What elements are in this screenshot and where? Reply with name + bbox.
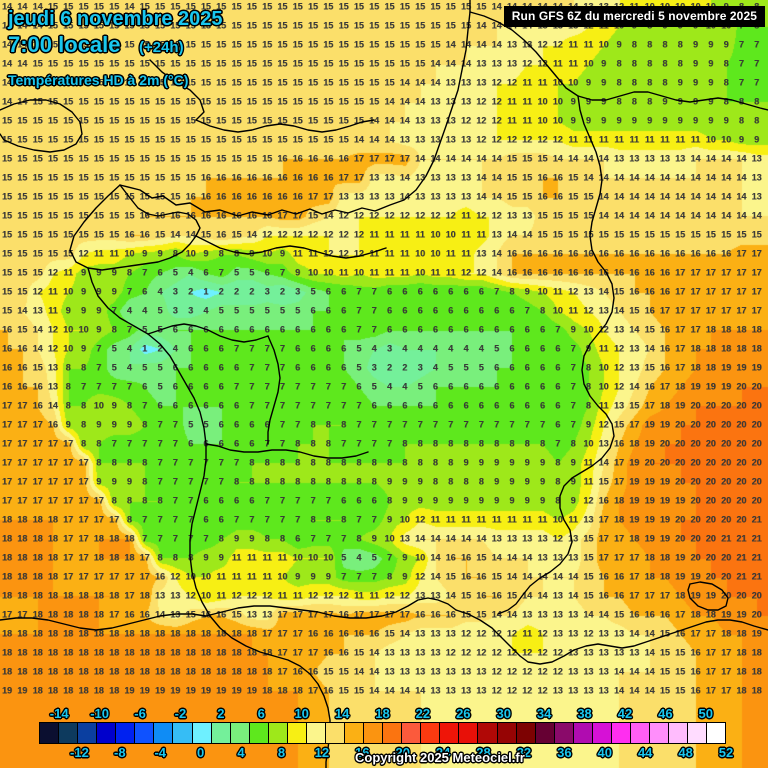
legend-tick-bottom: 24 [435, 745, 451, 760]
legend-tick-top: 46 [658, 706, 673, 721]
legend-tick-bottom: 40 [597, 745, 612, 760]
legend-tick-bottom: 48 [678, 745, 693, 760]
legend-swatch[interactable] [516, 723, 536, 743]
legend-tick-bottom: 52 [718, 745, 734, 760]
legend-tick-top: 22 [415, 706, 431, 721]
legend-tick-top: 50 [698, 706, 714, 721]
legend-swatch[interactable] [459, 723, 479, 743]
copyright-notice: Copyright 2025 Meteociel.fr [355, 750, 525, 765]
legend-swatch[interactable] [306, 723, 326, 743]
legend-swatch[interactable] [59, 723, 79, 743]
legend-tick-top: 18 [375, 706, 390, 721]
legend-tick-top: 2 [217, 706, 225, 721]
legend-swatch[interactable] [535, 723, 555, 743]
page-title-time: 7:00 locale [8, 32, 121, 57]
legend-tick-top: 14 [334, 706, 350, 721]
color-scale-legend[interactable] [39, 722, 726, 744]
legend-swatch[interactable] [192, 723, 212, 743]
legend-swatch[interactable] [364, 723, 384, 743]
legend-swatch[interactable] [630, 723, 650, 743]
legend-tick-top: 38 [577, 706, 592, 721]
parameter-label: Températures HD à 2m (°C) [8, 72, 189, 88]
legend-swatch[interactable] [402, 723, 422, 743]
legend-tick-bottom: -4 [154, 745, 167, 760]
legend-tick-top: 34 [536, 706, 552, 721]
legend-swatch[interactable] [688, 723, 708, 743]
legend-swatch[interactable] [440, 723, 460, 743]
legend-tick-bottom: 20 [395, 745, 410, 760]
legend-swatch[interactable] [650, 723, 670, 743]
legend-tick-top: 26 [456, 706, 471, 721]
legend-swatch[interactable] [268, 723, 288, 743]
legend-tick-bottom: 32 [516, 745, 532, 760]
legend-swatch[interactable] [40, 723, 60, 743]
legend-tick-bottom: 44 [637, 745, 653, 760]
legend-swatch[interactable] [497, 723, 517, 743]
legend-swatch[interactable] [592, 723, 612, 743]
model-run-banner: Run GFS 6Z du mercredi 5 novembre 2025 [503, 6, 765, 27]
legend-tick-top: 10 [294, 706, 309, 721]
legend-swatch[interactable] [325, 723, 345, 743]
legend-tick-top: 30 [496, 706, 511, 721]
legend-tick-top: -14 [49, 706, 69, 721]
legend-tick-top: 42 [617, 706, 633, 721]
legend-tick-bottom: 4 [237, 745, 245, 760]
title-time-row: 7:00 locale (+24h) [8, 32, 184, 58]
legend-tick-top: -6 [134, 706, 146, 721]
legend-swatch[interactable] [287, 723, 307, 743]
legend-tick-bottom: 36 [557, 745, 572, 760]
legend-swatch[interactable] [173, 723, 193, 743]
legend-swatch[interactable] [707, 723, 726, 743]
legend-swatch[interactable] [573, 723, 593, 743]
legend-tick-bottom: 16 [355, 745, 370, 760]
legend-swatch[interactable] [478, 723, 498, 743]
legend-tick-bottom: 12 [314, 745, 330, 760]
legend-swatch[interactable] [116, 723, 136, 743]
legend-tick-bottom: 0 [197, 745, 205, 760]
legend-swatch[interactable] [97, 723, 117, 743]
legend-tick-bottom: -8 [114, 745, 126, 760]
legend-swatch[interactable] [78, 723, 98, 743]
legend-tick-bottom: -12 [70, 745, 89, 760]
legend-swatch[interactable] [154, 723, 174, 743]
legend-swatch[interactable] [611, 723, 631, 743]
legend-tick-top: 6 [257, 706, 265, 721]
page-title-date: jeudi 6 novembre 2025 [8, 8, 223, 30]
legend-swatch[interactable] [230, 723, 250, 743]
legend-tick-bottom: 28 [476, 745, 491, 760]
legend-tick-top: -2 [174, 706, 187, 721]
legend-tick-bottom: 8 [277, 745, 286, 760]
legend-swatch[interactable] [135, 723, 155, 743]
legend-swatch[interactable] [249, 723, 269, 743]
legend-swatch[interactable] [669, 723, 689, 743]
legend-swatch[interactable] [421, 723, 441, 743]
legend-swatch[interactable] [345, 723, 365, 743]
legend-swatch[interactable] [211, 723, 231, 743]
legend-tick-top: -10 [90, 706, 110, 721]
legend-swatch[interactable] [554, 723, 574, 743]
forecast-echeance-label: (+24h) [138, 39, 184, 56]
legend-swatch[interactable] [383, 723, 403, 743]
